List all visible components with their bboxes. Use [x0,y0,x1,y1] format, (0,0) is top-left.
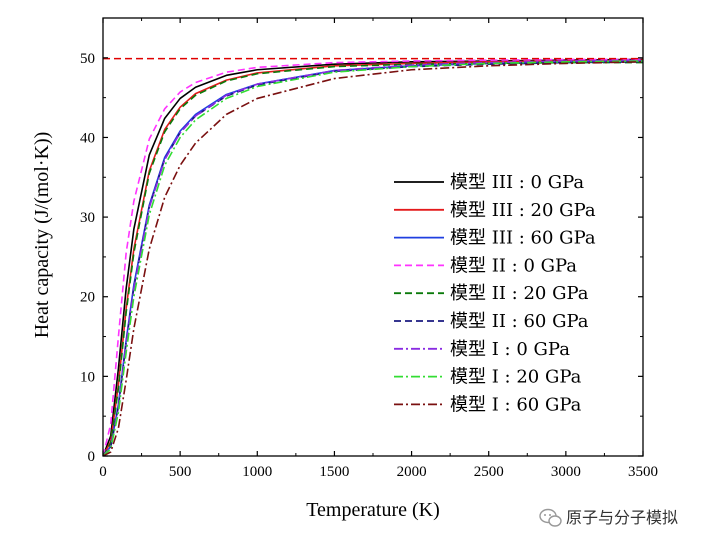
x-tick-label-4: 2000 [397,464,427,480]
series-line-8 [103,60,643,456]
legend-label-5: 模型 II : 20 GPa [450,283,589,304]
legend-label-1: 模型 III : 0 GPa [450,172,584,193]
y-tick-label-2: 20 [80,290,95,306]
wechat-icon [539,508,562,527]
y-axis-title: Heat capacity (J/(mol·K)) [31,132,53,339]
x-tick-label-3: 1500 [319,464,349,480]
x-tick-label-0: 0 [99,464,107,480]
x-axis-title: Temperature (K) [306,499,440,521]
x-tick-label-2: 1000 [242,464,272,480]
watermark: 原子与分子模拟 [539,508,678,527]
series-line-4 [103,58,643,456]
y-tick-label-4: 40 [80,130,95,146]
y-tick-label-1: 10 [80,369,95,385]
x-tick-label-7: 3500 [628,464,658,480]
tick-layer: 0 500 1000 1500 2000 2500 3000 3500 0 10 20 30 40 50 [80,17,658,480]
x-tick-label-6: 3000 [551,464,581,480]
legend-label-6: 模型 II : 60 GPa [450,311,589,332]
x-tick-label-1: 500 [169,464,192,480]
series-layer [103,57,643,456]
legend-label-4: 模型 II : 0 GPa [450,255,577,276]
series-line-7 [103,59,643,456]
legend-label-7: 模型 I : 0 GPa [450,339,570,360]
legend: 模型 III : 0 GPa 模型 III : 20 GPa 模型 III : 60… [394,172,596,415]
legend-label-9: 模型 I : 60 GPa [450,394,582,415]
series-line-9 [103,61,643,456]
legend-label-3: 模型 III : 60 GPa [450,228,596,249]
y-tick-label-0: 0 [88,449,96,465]
y-tick-label-5: 50 [80,51,95,67]
x-tick-label-5: 2500 [474,464,504,480]
y-tick-label-3: 30 [80,210,95,226]
series-line-5 [103,61,643,456]
legend-label-8: 模型 I : 20 GPa [450,367,582,388]
watermark-text: 原子与分子模拟 [566,508,678,527]
legend-label-2: 模型 III : 20 GPa [450,200,596,221]
